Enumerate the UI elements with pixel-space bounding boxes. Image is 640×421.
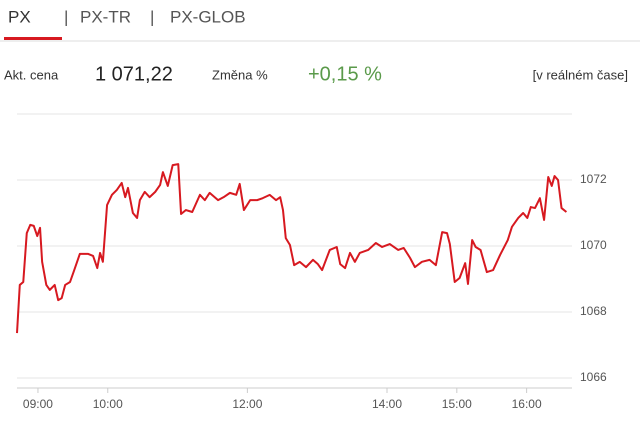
- change-label: Změna %: [212, 67, 268, 82]
- y-tick-label: 1072: [580, 172, 607, 186]
- x-tick-label: 10:00: [93, 397, 123, 411]
- price-label: Akt. cena: [4, 67, 59, 82]
- x-tick-label: 15:00: [442, 397, 472, 411]
- x-tick-label: 16:00: [512, 397, 542, 411]
- y-tick-label: 1066: [580, 370, 607, 384]
- chart: 1066 1068 1070 1072 09:00 10:00 12:00 14:00 15:0…: [16, 113, 607, 411]
- x-tick-label: 09:00: [23, 397, 53, 411]
- price: 1 071,22: [95, 63, 173, 85]
- active-tab-indicator: [4, 37, 62, 40]
- tab[interactable]: PX: [8, 7, 31, 26]
- price-line: [16, 163, 568, 334]
- change: +0,15 %: [308, 63, 382, 85]
- tab-separator: |: [150, 7, 154, 26]
- tab-separator: |: [64, 7, 68, 26]
- x-tick-label: 14:00: [372, 397, 402, 411]
- realtime-note: [v reálném čase]: [533, 67, 628, 82]
- y-tick-label: 1070: [580, 238, 607, 252]
- tab[interactable]: PX-GLOB: [170, 7, 246, 26]
- y-tick-label: 1068: [580, 304, 607, 318]
- tab[interactable]: PX-TR: [80, 7, 131, 26]
- x-tick-label: 12:00: [232, 397, 262, 411]
